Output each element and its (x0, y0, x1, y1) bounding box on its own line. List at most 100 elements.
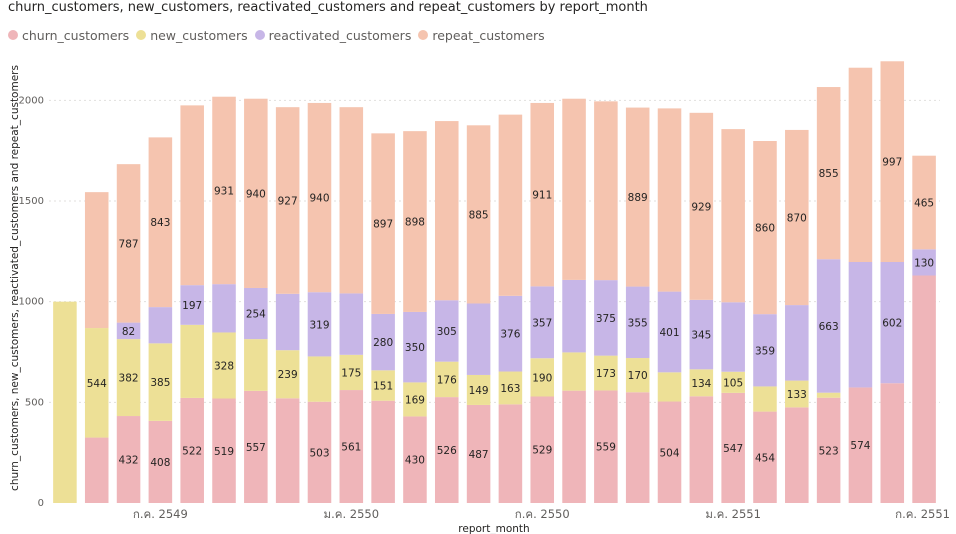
data-label-churn_customers-17: 559 (596, 442, 616, 454)
data-label-new_customers-3: 385 (150, 377, 170, 389)
bar-repeat_customers-26 (880, 61, 905, 263)
data-label-new_customers-5: 328 (214, 360, 234, 372)
legend-dot-icon (136, 30, 147, 40)
bar-reactivated_customers-11 (403, 311, 427, 383)
bar-reactivated_customers-25 (848, 262, 873, 388)
y-tick-label-4: 2000 (19, 95, 44, 106)
legend-item-repeat_customers[interactable]: repeat_customers (418, 27, 545, 43)
data-label-repeat_customers-13: 885 (469, 209, 489, 221)
data-label-reactivated_customers-14: 376 (500, 329, 520, 341)
bar-reactivated_customers-2 (116, 322, 141, 340)
data-label-churn_customers-6: 557 (246, 442, 266, 454)
bar-churn_customers-1 (84, 437, 109, 503)
bar-reactivated_customers-20 (689, 299, 714, 370)
bar-churn_customers-3 (148, 420, 173, 503)
data-label-churn_customers-12: 526 (437, 445, 457, 457)
data-label-new_customers-9: 175 (341, 367, 361, 379)
legend-item-reactivated_customers[interactable]: reactivated_customers (254, 27, 412, 43)
data-label-churn_customers-4: 522 (182, 445, 202, 457)
bar-reactivated_customers-27 (912, 249, 936, 276)
bar-new_customers-5 (212, 332, 236, 399)
bar-repeat_customers-27 (912, 155, 936, 250)
bar-new_customers-3 (148, 343, 173, 421)
data-label-reactivated_customers-4: 197 (182, 300, 202, 312)
data-label-new_customers-18: 170 (628, 370, 648, 382)
legend-dot-icon (8, 30, 18, 40)
bar-repeat_customers-11 (403, 131, 427, 312)
bar-churn_customers-20 (689, 396, 714, 503)
bar-repeat_customers-1 (84, 192, 109, 329)
data-label-reactivated_customers-20: 345 (691, 330, 711, 342)
data-label-reactivated_customers-17: 375 (596, 313, 616, 325)
data-label-churn_customers-5: 519 (214, 446, 234, 458)
x-tick-label-1: ม.ค. 2550 (324, 507, 380, 521)
data-label-repeat_customers-20: 929 (691, 201, 711, 213)
y-tick-label-3: 1500 (19, 196, 44, 207)
bar-repeat_customers-13 (466, 125, 491, 304)
data-label-churn_customers-2: 432 (119, 455, 139, 467)
bar-churn_customers-14 (498, 404, 523, 503)
x-tick-label-0: ก.ค. 2549 (133, 507, 188, 521)
bar-churn_customers-21 (721, 392, 745, 503)
data-label-churn_customers-19: 504 (659, 447, 679, 459)
bar-reactivated_customers-16 (562, 279, 586, 353)
legend-label: repeat_customers (432, 27, 545, 43)
bar-new_customers-20 (689, 369, 714, 397)
bar-new_customers-8 (307, 356, 332, 402)
legend-dot-icon (254, 30, 265, 40)
bar-reactivated_customers-17 (594, 280, 618, 356)
data-label-repeat_customers-2: 787 (119, 238, 139, 250)
data-label-reactivated_customers-10: 280 (373, 337, 393, 349)
gridlines (49, 99, 940, 403)
bar-reactivated_customers-8 (307, 292, 332, 357)
bar-new_customers-18 (625, 358, 650, 393)
bar-reactivated_customers-13 (466, 303, 491, 375)
bar-new_customers-13 (466, 374, 491, 405)
bar-new_customers-17 (594, 355, 618, 391)
data-label-new_customers-15: 190 (532, 372, 552, 384)
bar-reactivated_customers-9 (339, 293, 364, 355)
bar-churn_customers-11 (403, 416, 427, 503)
data-label-churn_customers-15: 529 (532, 445, 552, 457)
bar-repeat_customers-4 (180, 105, 204, 286)
bar-reactivated_customers-18 (625, 286, 650, 359)
bar-new_customers-22 (753, 386, 777, 412)
bar-churn_customers-6 (244, 390, 268, 503)
legend-label: reactivated_customers (268, 27, 412, 43)
data-label-new_customers-7: 239 (278, 369, 298, 381)
legend-item-churn_customers[interactable]: churn_customers (8, 28, 129, 43)
bar-repeat_customers-14 (498, 114, 523, 296)
bar-reactivated_customers-15 (530, 286, 555, 359)
bar-new_customers-11 (403, 382, 427, 417)
bar-new_customers-23 (785, 380, 809, 408)
legend-item-new_customers[interactable]: new_customers (136, 28, 248, 43)
bar-churn_customers-22 (753, 411, 777, 503)
bar-reactivated_customers-26 (880, 262, 905, 384)
bar-new_customers-6 (244, 339, 268, 391)
data-label-new_customers-10: 151 (373, 381, 393, 393)
legend-label: churn_customers (22, 27, 130, 43)
bar-repeat_customers-15 (530, 102, 555, 287)
bar-reactivated_customers-24 (816, 259, 841, 393)
data-label-reactivated_customers-24: 663 (819, 321, 839, 333)
bar-churn_customers-25 (848, 387, 873, 503)
data-label-reactivated_customers-22: 359 (755, 345, 775, 357)
bar-churn_customers-26 (880, 383, 905, 503)
bar-new_customers-7 (275, 350, 300, 399)
bar-new_customers-12 (434, 361, 459, 398)
bar-repeat_customers-22 (753, 141, 777, 315)
data-label-reactivated_customers-27: 130 (914, 257, 934, 269)
bar-reactivated_customers-6 (244, 287, 268, 340)
y-tick-label-2: 1000 (19, 297, 44, 308)
bar-new_customers-24 (816, 392, 841, 398)
data-label-churn_customers-3: 408 (150, 457, 170, 469)
bar-reactivated_customers-22 (753, 314, 777, 387)
bar-churn_customers-18 (625, 392, 650, 503)
data-label-repeat_customers-10: 897 (373, 219, 393, 231)
bar-new_customers-14 (498, 371, 523, 405)
bar-new_customers-9 (339, 354, 364, 391)
bar-new_customers-0 (53, 301, 77, 503)
data-label-repeat_customers-6: 940 (246, 188, 266, 200)
bar-new_customers-4 (180, 324, 204, 398)
data-label-churn_customers-25: 574 (850, 440, 870, 452)
